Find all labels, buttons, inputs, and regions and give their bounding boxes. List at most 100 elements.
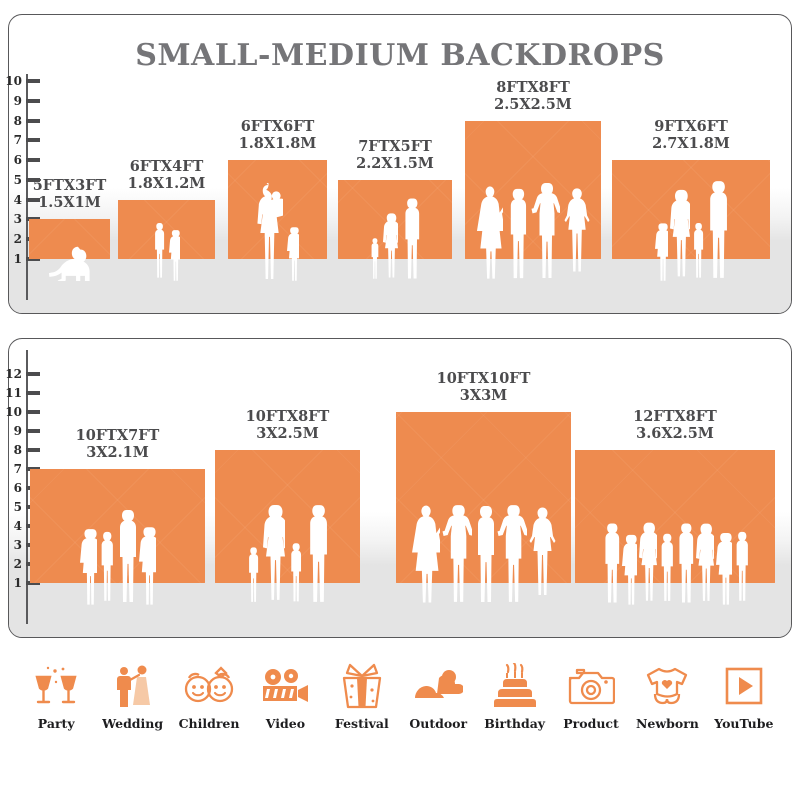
floor-strip-2 — [9, 583, 791, 637]
y-tick-2-11: 11 — [0, 386, 46, 400]
y-tick-2-12: 12 — [0, 367, 46, 381]
use-case-icon-strip: Party Wedding — [0, 660, 800, 760]
bar-size-feet: 5FTX3FT — [32, 177, 107, 195]
y-tick-label: 2 — [13, 232, 22, 247]
y-tick-2-8: 8 — [0, 443, 46, 457]
gift-box-icon — [339, 660, 385, 712]
backdrop-bar-10ftx8ft[interactable] — [215, 450, 360, 583]
y-tick-label: 9 — [13, 424, 22, 438]
bar-size-meters: 3X2.5M — [256, 425, 319, 442]
y-tick-mark — [26, 78, 40, 83]
y-axis-line-1 — [26, 74, 28, 300]
bar-size-label: 6FTX4FT 1.8X1.2M — [97, 158, 237, 192]
use-case-product[interactable]: Product — [553, 660, 629, 731]
bar-size-label: 10FTX10FT 3X3M — [394, 370, 574, 404]
bar-size-feet: 12FTX8FT — [633, 408, 717, 425]
y-tick-label: 10 — [5, 405, 22, 419]
y-tick-mark — [26, 257, 40, 261]
use-case-wedding[interactable]: Wedding — [94, 660, 170, 731]
y-tick-1-9: 9 — [0, 94, 46, 108]
y-tick-mark — [26, 98, 40, 103]
use-case-video[interactable]: Video — [247, 660, 323, 731]
movie-camera-icon — [260, 660, 310, 712]
bar-size-label: 6FTX6FT 1.8X1.8M — [203, 118, 353, 152]
use-case-label: Children — [178, 716, 240, 731]
y-tick-label: 12 — [5, 367, 22, 381]
bar-size-feet: 10FTX8FT — [245, 408, 330, 425]
bar-size-feet: 6FTX4FT — [129, 157, 204, 175]
use-case-newborn[interactable]: Newborn — [629, 660, 705, 731]
photo-camera-icon — [567, 660, 616, 712]
use-case-label: Birthday — [484, 716, 546, 731]
bar-size-meters: 2.2X1.5M — [356, 154, 434, 172]
y-tick-mark — [26, 197, 40, 202]
bar-size-label: 7FTX5FT 2.2X1.5M — [320, 138, 470, 172]
baby-onesie-icon — [644, 660, 690, 712]
use-case-youtube[interactable]: YouTube — [706, 660, 782, 731]
use-case-children[interactable]: Children — [171, 660, 247, 731]
backdrop-bar-6ftx6ft[interactable] — [228, 160, 327, 259]
page-title: SMALL-MEDIUM BACKDROPS — [135, 38, 665, 73]
y-tick-1-6: 6 — [0, 153, 46, 167]
y-tick-label: 9 — [13, 93, 22, 108]
bar-size-feet: 10FTX7FT — [75, 427, 160, 444]
bar-size-meters: 2.5X2.5M — [494, 95, 572, 113]
bar-size-meters: 2.7X1.8M — [652, 135, 730, 153]
y-tick-label: 6 — [13, 153, 22, 168]
y-tick-label: 8 — [13, 113, 22, 128]
backdrop-bar-7ftx5ft[interactable] — [338, 179, 452, 259]
y-tick-1-10: 10 — [0, 74, 46, 88]
backdrop-bar-6ftx4ft[interactable] — [118, 199, 215, 259]
y-tick-1-1: 1 — [0, 252, 46, 266]
y-tick-label: 6 — [13, 481, 22, 495]
play-button-icon — [724, 660, 764, 712]
y-tick-label: 7 — [13, 133, 22, 148]
wedding-couple-icon — [113, 660, 153, 712]
y-tick-1-4: 4 — [0, 193, 46, 207]
use-case-birthday[interactable]: Birthday — [476, 660, 552, 731]
y-tick-mark — [26, 448, 40, 452]
bar-size-label: 10FTX8FT 3X2.5M — [203, 408, 373, 442]
y-tick-2-1: 1 — [0, 576, 46, 590]
bar-size-meters: 1.8X1.8M — [238, 135, 317, 153]
bar-size-feet: 7FTX5FT — [358, 137, 432, 155]
cloud-hill-icon — [413, 660, 464, 712]
y-tick-2-9: 9 — [0, 424, 46, 438]
bar-size-feet: 9FTX6FT — [654, 118, 728, 136]
backdrop-bar-9ftx6ft[interactable] — [612, 160, 770, 259]
backdrop-bar-10ftx10ft[interactable] — [396, 412, 571, 583]
wine-glasses-icon — [33, 660, 79, 712]
y-tick-label: 8 — [13, 443, 22, 457]
y-tick-mark — [26, 177, 40, 182]
birthday-cake-icon — [492, 660, 538, 712]
bar-size-label: 12FTX8FT 3.6X2.5M — [585, 408, 765, 442]
y-tick-label: 4 — [13, 192, 22, 207]
y-tick-label: 5 — [13, 172, 22, 187]
backdrop-bar-12ftx8ft[interactable] — [575, 450, 775, 583]
use-case-party[interactable]: Party — [18, 660, 94, 731]
y-tick-label: 5 — [13, 500, 22, 514]
floor-strip-1 — [9, 260, 791, 313]
y-tick-mark — [26, 138, 40, 143]
bar-size-feet: 10FTX10FT — [436, 370, 531, 387]
y-tick-2-10: 10 — [0, 405, 46, 419]
y-tick-mark — [26, 372, 40, 376]
y-tick-label: 1 — [13, 576, 22, 590]
y-tick-mark — [26, 118, 40, 123]
use-case-festival[interactable]: Festival — [324, 660, 400, 731]
backdrop-bar-5ftx3ft[interactable] — [29, 219, 110, 259]
y-tick-mark — [26, 581, 40, 585]
y-tick-label: 10 — [5, 73, 22, 88]
use-case-label: YouTube — [714, 716, 774, 731]
backdrop-bar-8ftx8ft[interactable] — [465, 120, 601, 259]
children-faces-icon — [183, 660, 235, 712]
bar-size-meters: 3X2.1M — [86, 444, 149, 461]
y-tick-1-5: 5 — [0, 173, 46, 187]
y-tick-1-8: 8 — [0, 114, 46, 128]
use-case-label: Party — [37, 716, 75, 731]
use-case-label: Newborn — [636, 716, 699, 731]
use-case-label: Festival — [334, 716, 389, 731]
y-tick-label: 3 — [13, 212, 22, 227]
use-case-outdoor[interactable]: Outdoor — [400, 660, 476, 731]
backdrop-bar-10ftx7ft[interactable] — [30, 469, 205, 583]
